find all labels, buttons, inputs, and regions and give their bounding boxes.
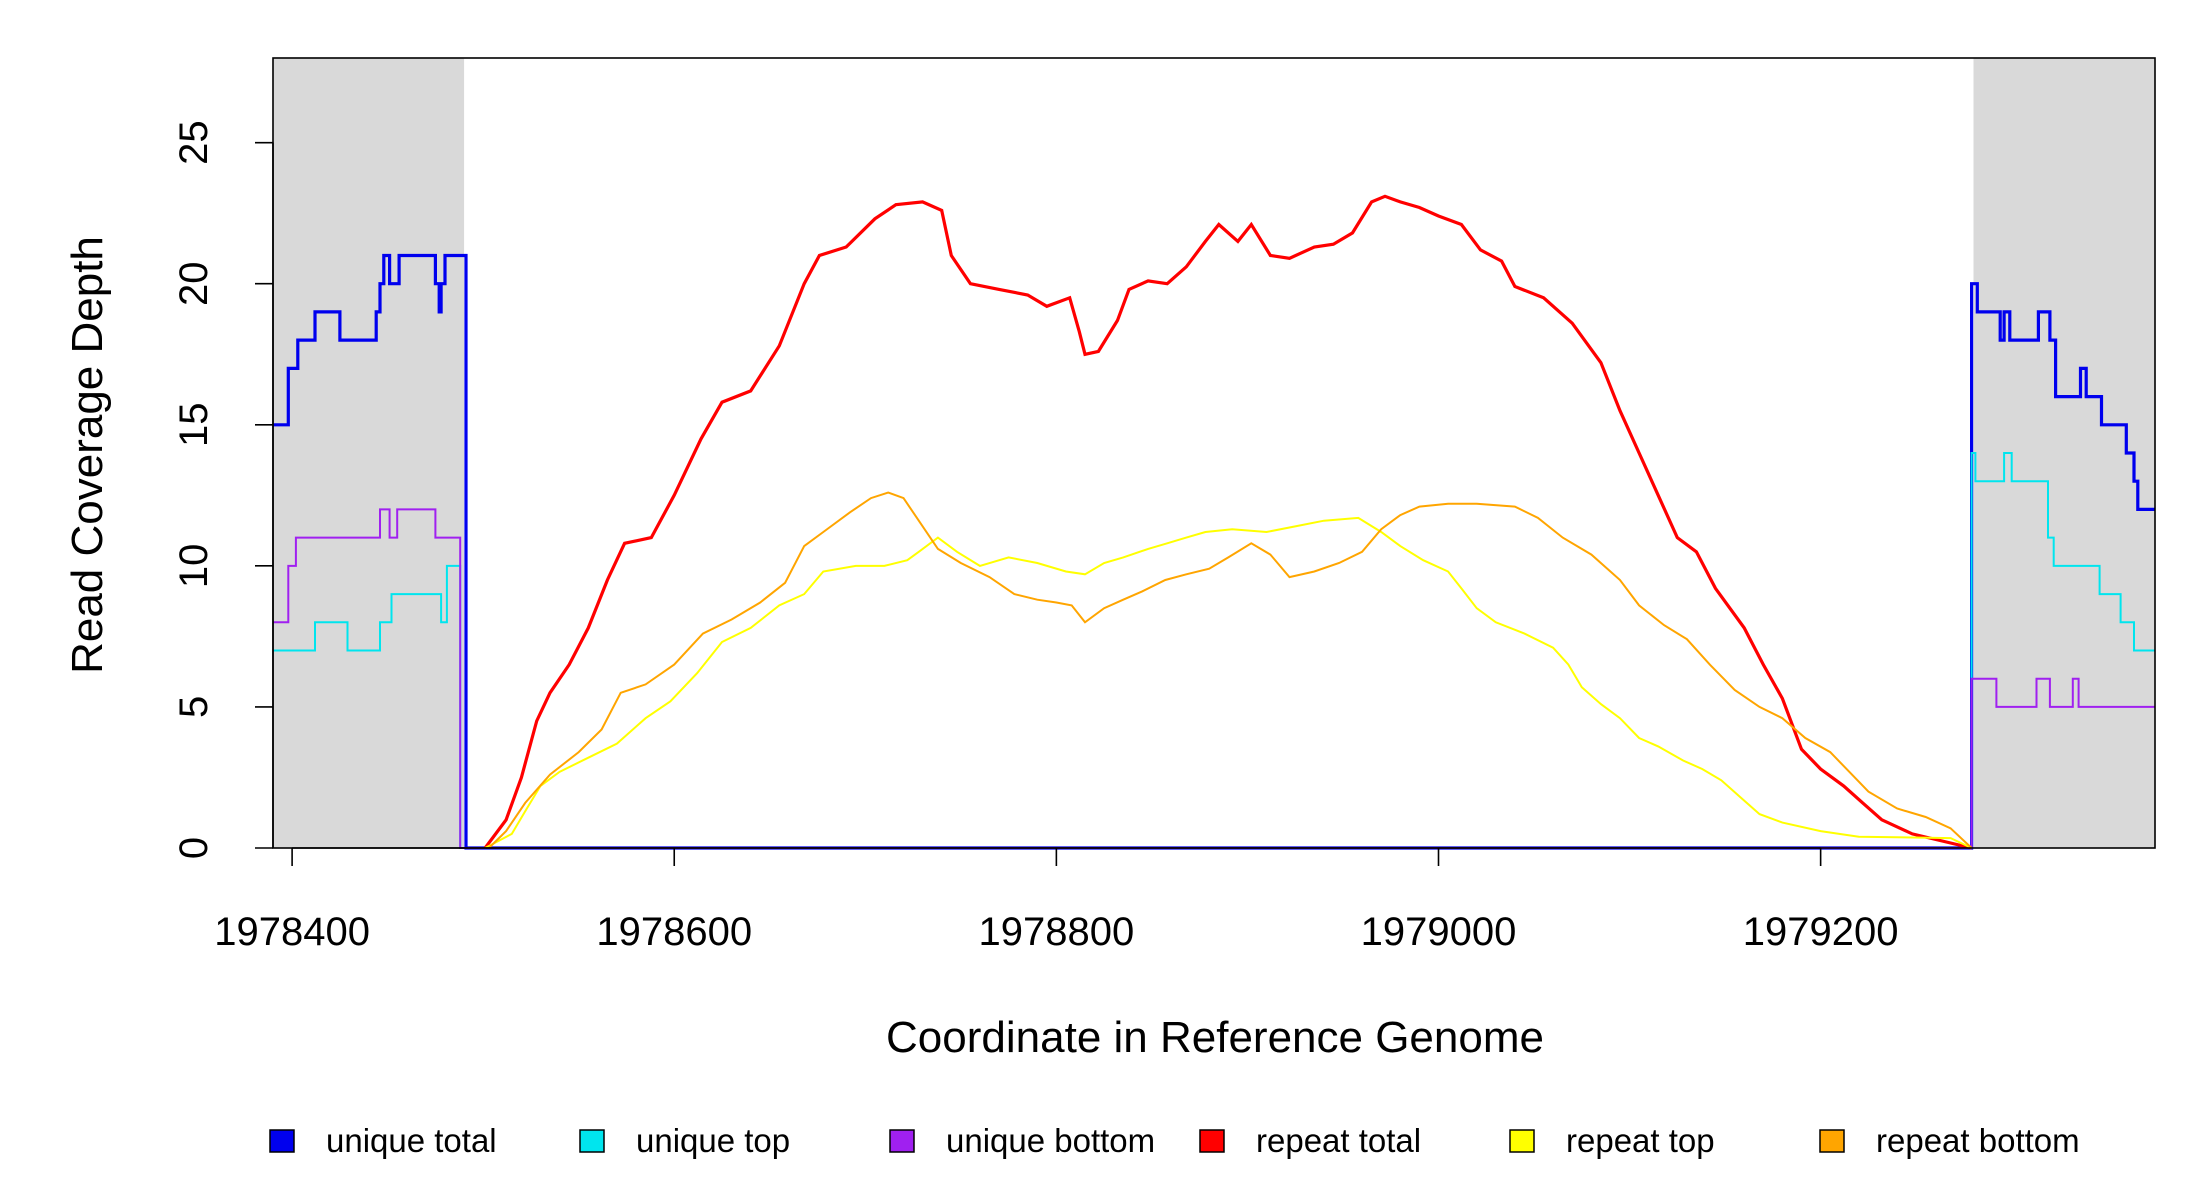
legend-swatch-repeat-total xyxy=(1199,1129,1225,1153)
y-axis: 0 5 10 15 20 25 xyxy=(172,120,274,859)
series-lines xyxy=(273,194,2155,850)
legend-label-repeat-top: repeat top xyxy=(1566,1122,1715,1159)
y-tick-label: 15 xyxy=(172,403,216,448)
plot-frame xyxy=(272,57,2156,849)
series-line-repeat-bottom xyxy=(488,491,1973,849)
series-line-unique-bottom xyxy=(273,508,2155,849)
shaded-regions xyxy=(273,58,2155,848)
legend-label-unique-bottom: unique bottom xyxy=(946,1122,1155,1159)
y-tick-label: 5 xyxy=(172,696,216,718)
x-axis-title: Coordinate in Reference Genome xyxy=(886,1013,1544,1062)
x-tick-label: 1979200 xyxy=(1743,910,1899,954)
series-line-unique-top xyxy=(273,452,2155,849)
legend-swatch-unique-total xyxy=(269,1129,295,1153)
x-tick-label: 1979000 xyxy=(1361,910,1517,954)
x-tick-label: 1978800 xyxy=(979,910,1135,954)
legend-label-repeat-total: repeat total xyxy=(1256,1122,1421,1159)
series-line-repeat-total xyxy=(483,194,1972,850)
legend-label-unique-total: unique total xyxy=(326,1122,497,1159)
y-tick-label: 25 xyxy=(172,120,216,165)
y-tick-label: 0 xyxy=(172,837,216,859)
legend-label-unique-top: unique top xyxy=(636,1122,790,1159)
series-line-unique-total xyxy=(273,253,2155,850)
series-line-repeat-top xyxy=(484,516,1973,849)
x-tick-label: 1978600 xyxy=(596,910,752,954)
y-tick-label: 20 xyxy=(172,261,216,306)
x-axis: 1978400 1978600 1978800 1979000 1979200 xyxy=(214,847,1899,954)
shaded-region-0 xyxy=(273,58,465,848)
x-tick-label: 1978400 xyxy=(214,910,370,954)
legend-swatch-repeat-top xyxy=(1509,1129,1535,1153)
legend: unique total unique top unique bottom repea… xyxy=(269,1122,2080,1159)
legend-label-repeat-bottom: repeat bottom xyxy=(1876,1122,2080,1159)
legend-swatch-unique-bottom xyxy=(889,1129,915,1153)
legend-swatch-repeat-bottom xyxy=(1819,1129,1845,1153)
y-tick-label: 10 xyxy=(172,544,216,589)
y-axis-title: Read Coverage Depth xyxy=(63,236,112,674)
legend-swatch-unique-top xyxy=(579,1129,605,1153)
